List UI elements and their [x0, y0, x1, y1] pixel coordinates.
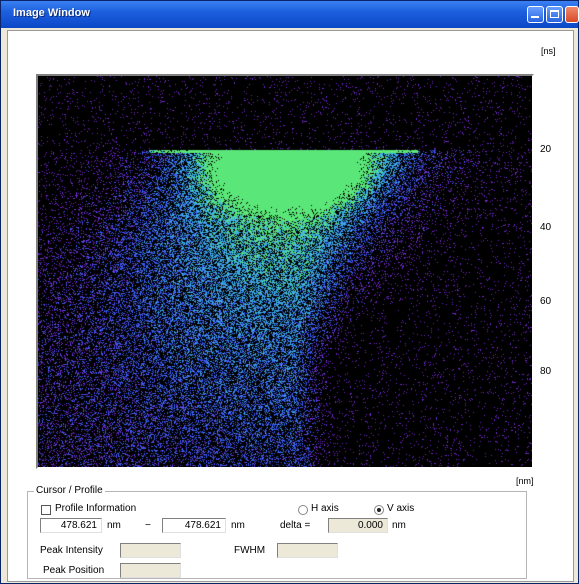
delta-label: delta = [280, 520, 311, 531]
minimize-button[interactable] [527, 6, 544, 23]
v-axis-radio[interactable] [374, 505, 384, 515]
peak-position-label: Peak Position [43, 565, 105, 576]
fwhm-label: FWHM [234, 545, 266, 556]
x-tick-label: 700 [467, 459, 484, 470]
minimize-icon [531, 16, 539, 18]
streak-image-canvas [38, 76, 532, 467]
maximize-button[interactable] [546, 6, 563, 23]
x-tick-label: 600 [267, 459, 284, 470]
cursor1-unit: nm [107, 520, 121, 531]
cursor-profile-title: Cursor / Profile [34, 485, 105, 496]
x-tick-label: 550 [167, 459, 184, 470]
maximize-icon [550, 10, 559, 18]
cursor2-unit: nm [231, 520, 245, 531]
y-tick-label: 60 [540, 296, 552, 307]
delta-unit: nm [392, 520, 406, 531]
close-button[interactable] [565, 6, 579, 23]
peak-position-field [120, 563, 181, 578]
h-axis-label: H axis [311, 503, 339, 514]
peak-intensity-label: Peak Intensity [40, 545, 103, 556]
window-title: Image Window [13, 7, 90, 19]
y-tick-label: 40 [540, 222, 552, 233]
image-panel: [ns] 20 40 60 80 500 550 600 650 700 [nm… [7, 30, 574, 582]
profile-information-label: Profile Information [55, 503, 137, 514]
streak-image[interactable] [36, 74, 534, 469]
cursor-separator: − [145, 520, 151, 531]
cursor-profile-group [27, 491, 527, 579]
cursor1-field[interactable]: 478.621 [40, 518, 102, 533]
cursor2-field[interactable]: 478.621 [162, 518, 226, 533]
y-tick-label: 80 [540, 366, 552, 377]
y-axis-unit: [ns] [541, 46, 556, 56]
delta-field: 0.000 [328, 518, 388, 533]
fwhm-field [277, 543, 338, 558]
v-axis-label: V axis [387, 503, 415, 514]
title-bar[interactable]: Image Window [1, 1, 579, 28]
x-axis-unit: [nm] [516, 476, 534, 486]
peak-intensity-field [120, 543, 181, 558]
profile-information-checkbox[interactable] [41, 505, 51, 515]
x-tick-label: 500 [67, 459, 84, 470]
x-tick-label: 650 [367, 459, 384, 470]
h-axis-radio[interactable] [298, 505, 308, 515]
y-tick-label: 20 [540, 144, 552, 155]
